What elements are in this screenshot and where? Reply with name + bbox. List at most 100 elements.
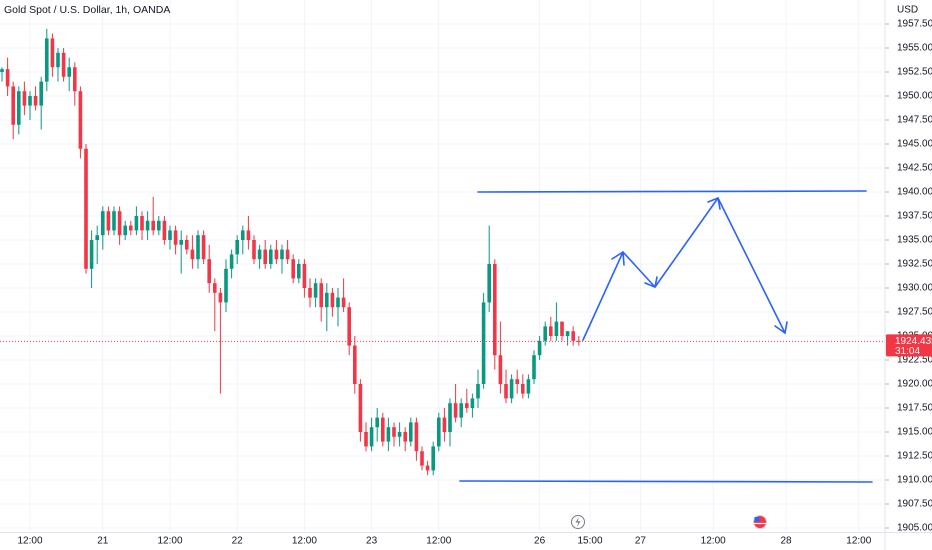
candle-body xyxy=(218,292,223,303)
x-tick-label: 22 xyxy=(232,536,244,547)
price-tag-label: 1924.435 xyxy=(895,336,932,347)
flag-canton xyxy=(754,517,760,522)
candle-body xyxy=(269,249,273,264)
candle-body xyxy=(11,86,15,125)
candle-body xyxy=(145,220,150,231)
candle-body xyxy=(565,331,570,336)
resistance-line xyxy=(477,190,867,193)
y-tick-label: 1907.500 xyxy=(897,499,932,510)
grid xyxy=(0,0,885,533)
candle-body xyxy=(257,249,262,260)
y-tick-label: 1935.000 xyxy=(897,235,932,246)
candle-body xyxy=(291,259,295,279)
y-tick-label: 1947.500 xyxy=(897,115,932,126)
candle-body xyxy=(106,211,111,231)
candle-body xyxy=(504,384,508,399)
y-tick-label: 1942.500 xyxy=(897,163,932,174)
candle-body xyxy=(425,465,430,471)
candle-body xyxy=(56,52,60,68)
candle-body xyxy=(151,220,155,231)
candle-body xyxy=(5,69,10,87)
y-tick-label: 1945.000 xyxy=(897,139,932,150)
projection-path xyxy=(582,197,786,341)
candle-body xyxy=(476,384,480,399)
candle-body xyxy=(213,283,217,293)
y-tick-label: 1920.000 xyxy=(897,379,932,390)
y-tick-label: 1930.000 xyxy=(897,283,932,294)
candle-body xyxy=(364,432,368,447)
y-tick-label: 1957.500 xyxy=(897,19,932,30)
y-tick-label: 1932.500 xyxy=(897,259,932,270)
candle-body xyxy=(521,384,525,394)
candle-body xyxy=(95,235,99,240)
candle-body xyxy=(89,240,94,269)
y-tick-label: 1952.500 xyxy=(897,67,932,78)
candles xyxy=(0,28,885,476)
candle-body xyxy=(45,38,49,82)
candle-body xyxy=(168,230,172,240)
candle-body xyxy=(341,297,346,308)
candle-body xyxy=(470,398,475,408)
candle-body xyxy=(549,326,553,336)
x-tick-label: 28 xyxy=(780,536,792,547)
candle-body xyxy=(526,379,531,394)
candle-body xyxy=(134,216,139,231)
chart-title: Gold Spot / U.S. Dollar, 1h, OANDA xyxy=(4,4,170,16)
candle-body xyxy=(39,81,43,106)
candle-body xyxy=(28,96,32,106)
candle-body xyxy=(459,403,463,418)
candle-body xyxy=(162,220,167,240)
price-tag xyxy=(886,334,932,357)
candle-body xyxy=(397,432,402,437)
x-tick-label: 26 xyxy=(534,536,546,547)
candle-body xyxy=(252,240,256,260)
y-tick-label: 1915.000 xyxy=(897,427,932,438)
candle-body xyxy=(571,331,575,341)
candle-body xyxy=(369,427,374,447)
x-tick-label: 12:00 xyxy=(17,536,42,547)
candle-body xyxy=(336,297,340,308)
candle-body xyxy=(285,249,290,260)
y-tick-label: 1937.500 xyxy=(897,211,932,222)
candle-body xyxy=(498,355,503,384)
candle-body xyxy=(420,451,424,466)
event-icons xyxy=(571,515,767,529)
candle-body xyxy=(224,268,228,303)
candle-body xyxy=(0,69,4,72)
candle-body xyxy=(112,211,116,231)
y-tick-label: 1912.500 xyxy=(897,451,932,462)
candle-body xyxy=(431,446,435,471)
drawings xyxy=(459,190,873,483)
candle-body xyxy=(493,264,497,356)
candle-body xyxy=(532,355,536,380)
candle-body xyxy=(358,384,363,432)
arrow-head xyxy=(644,276,658,288)
x-tick-label: 23 xyxy=(366,536,378,547)
x-tick-label: 12:00 xyxy=(292,536,317,547)
candle-body xyxy=(263,249,267,264)
candle-body xyxy=(246,230,251,240)
lightning-symbol xyxy=(575,517,581,527)
candle-body xyxy=(201,235,206,260)
candle-body xyxy=(33,96,38,106)
y-tick-label: 1917.500 xyxy=(897,403,932,414)
candle-body xyxy=(274,249,279,260)
candle-body xyxy=(465,403,469,408)
y-tick-label: 1955.000 xyxy=(897,43,932,54)
candle-body xyxy=(437,417,441,447)
support-line xyxy=(459,480,873,483)
candle-body xyxy=(157,220,161,231)
candle-body xyxy=(190,249,195,260)
y-tick-label: 1940.000 xyxy=(897,187,932,198)
candle-body xyxy=(509,379,514,399)
candle-body xyxy=(196,235,200,260)
candle-body xyxy=(353,345,357,384)
candle-body xyxy=(448,403,452,432)
candle-body xyxy=(515,379,519,384)
candle-body xyxy=(554,321,559,336)
candle-body xyxy=(229,254,234,269)
candle-body xyxy=(577,340,581,342)
candle-body xyxy=(78,91,83,149)
candle-body xyxy=(173,230,178,245)
